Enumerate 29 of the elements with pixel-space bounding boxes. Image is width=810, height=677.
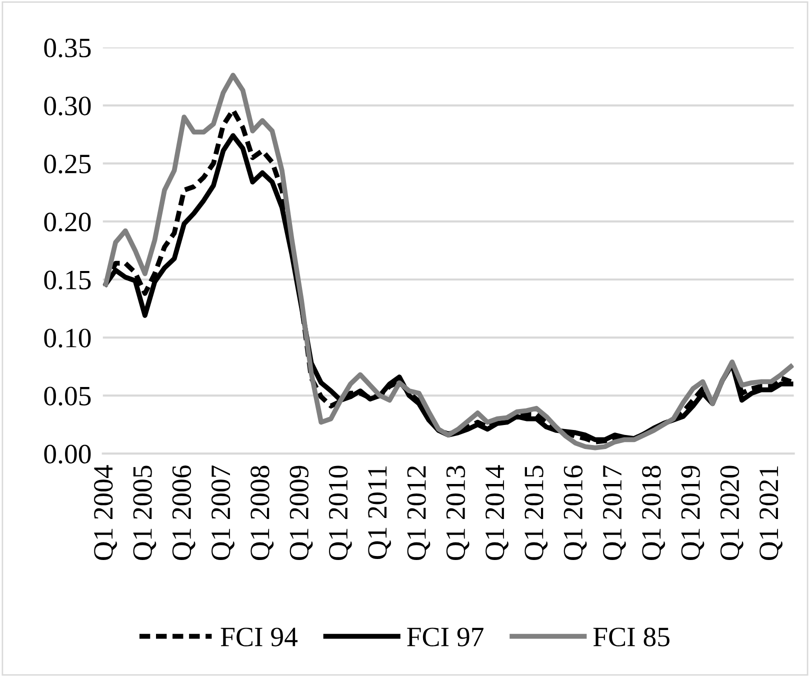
legend-label: FCI 94: [220, 628, 298, 646]
x-tick-label: Q1 2016: [564, 466, 587, 560]
x-tick-label: Q1 2021: [760, 466, 782, 560]
x-tick-label: Q1 2006: [172, 466, 196, 560]
x-tick-label: Q1 2015: [524, 466, 548, 560]
x-tick-label: Q1 2005: [133, 466, 156, 560]
y-tick-label: 0.10: [44, 328, 91, 348]
y-tick-label: 0.15: [44, 270, 91, 290]
y-tick-label: 0.25: [44, 154, 91, 174]
y-tick-label: 0.35: [44, 38, 91, 58]
legend-label: FCI 97: [407, 628, 484, 646]
x-tick-label: Q1 2010: [328, 466, 352, 560]
x-tick-label: Q1 2019: [681, 466, 704, 560]
x-tick-label: Q1 2008: [250, 466, 274, 560]
y-tick-label: 0.30: [44, 96, 91, 116]
x-tick-label: Q1 2018: [642, 466, 666, 560]
x-tick-label: Q1 2007: [211, 466, 234, 560]
y-tick-label: 0.05: [44, 386, 91, 406]
x-tick-label: Q1 2009: [290, 466, 313, 560]
x-tick-label: Q1 2017: [602, 466, 626, 560]
y-tick-label: 0.20: [44, 212, 91, 232]
x-tick-label: Q1 2004: [94, 465, 117, 560]
x-tick-label: Q1 2013: [446, 466, 470, 560]
x-tick-label: Q1 2011: [368, 466, 392, 559]
x-tick-label: Q1 2012: [407, 466, 430, 560]
x-tick-label: Q1 2020: [720, 466, 744, 560]
legend-label: FCI 85: [593, 628, 670, 646]
y-tick-label: 0.00: [44, 444, 91, 464]
x-tick-label: Q1 2014: [485, 465, 508, 560]
